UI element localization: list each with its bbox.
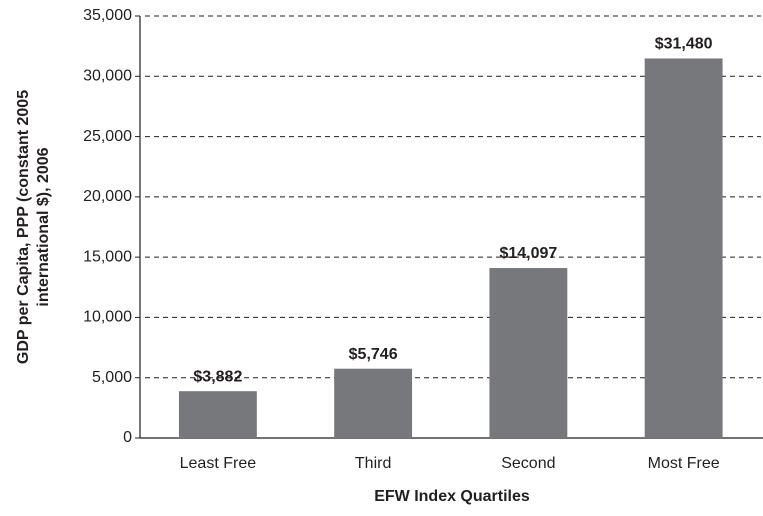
y-axis-label: GDP per Capita, PPP (constant 2005 inter…: [15, 90, 52, 364]
y-axis-label-line: GDP per Capita, PPP (constant 2005: [15, 90, 32, 364]
y-tick-label: 30,000: [83, 68, 132, 85]
x-tick-label: Least Free: [180, 455, 257, 472]
bar: [644, 58, 723, 439]
value-label: $5,746: [349, 346, 398, 363]
y-axis-label-line: international $), 2006: [35, 147, 52, 306]
y-tick-label: 5,000: [92, 369, 132, 386]
value-label: $14,097: [499, 245, 557, 262]
bar: [178, 391, 257, 438]
bar: [334, 368, 413, 438]
y-tick-label: 0: [123, 429, 132, 446]
x-tick-label: Second: [501, 455, 555, 472]
y-tick-label: 20,000: [83, 188, 132, 205]
bar: [489, 268, 568, 438]
x-tick-label: Third: [355, 455, 391, 472]
value-label: $3,882: [193, 368, 242, 385]
y-tick-label: 10,000: [83, 309, 132, 326]
y-tick-label: 35,000: [83, 7, 132, 24]
x-axis-label: EFW Index Quartiles: [374, 488, 530, 505]
value-label: $31,480: [655, 36, 713, 53]
y-tick-label: 15,000: [83, 248, 132, 265]
x-tick-label: Most Free: [648, 455, 720, 472]
y-tick-label: 25,000: [83, 128, 132, 145]
